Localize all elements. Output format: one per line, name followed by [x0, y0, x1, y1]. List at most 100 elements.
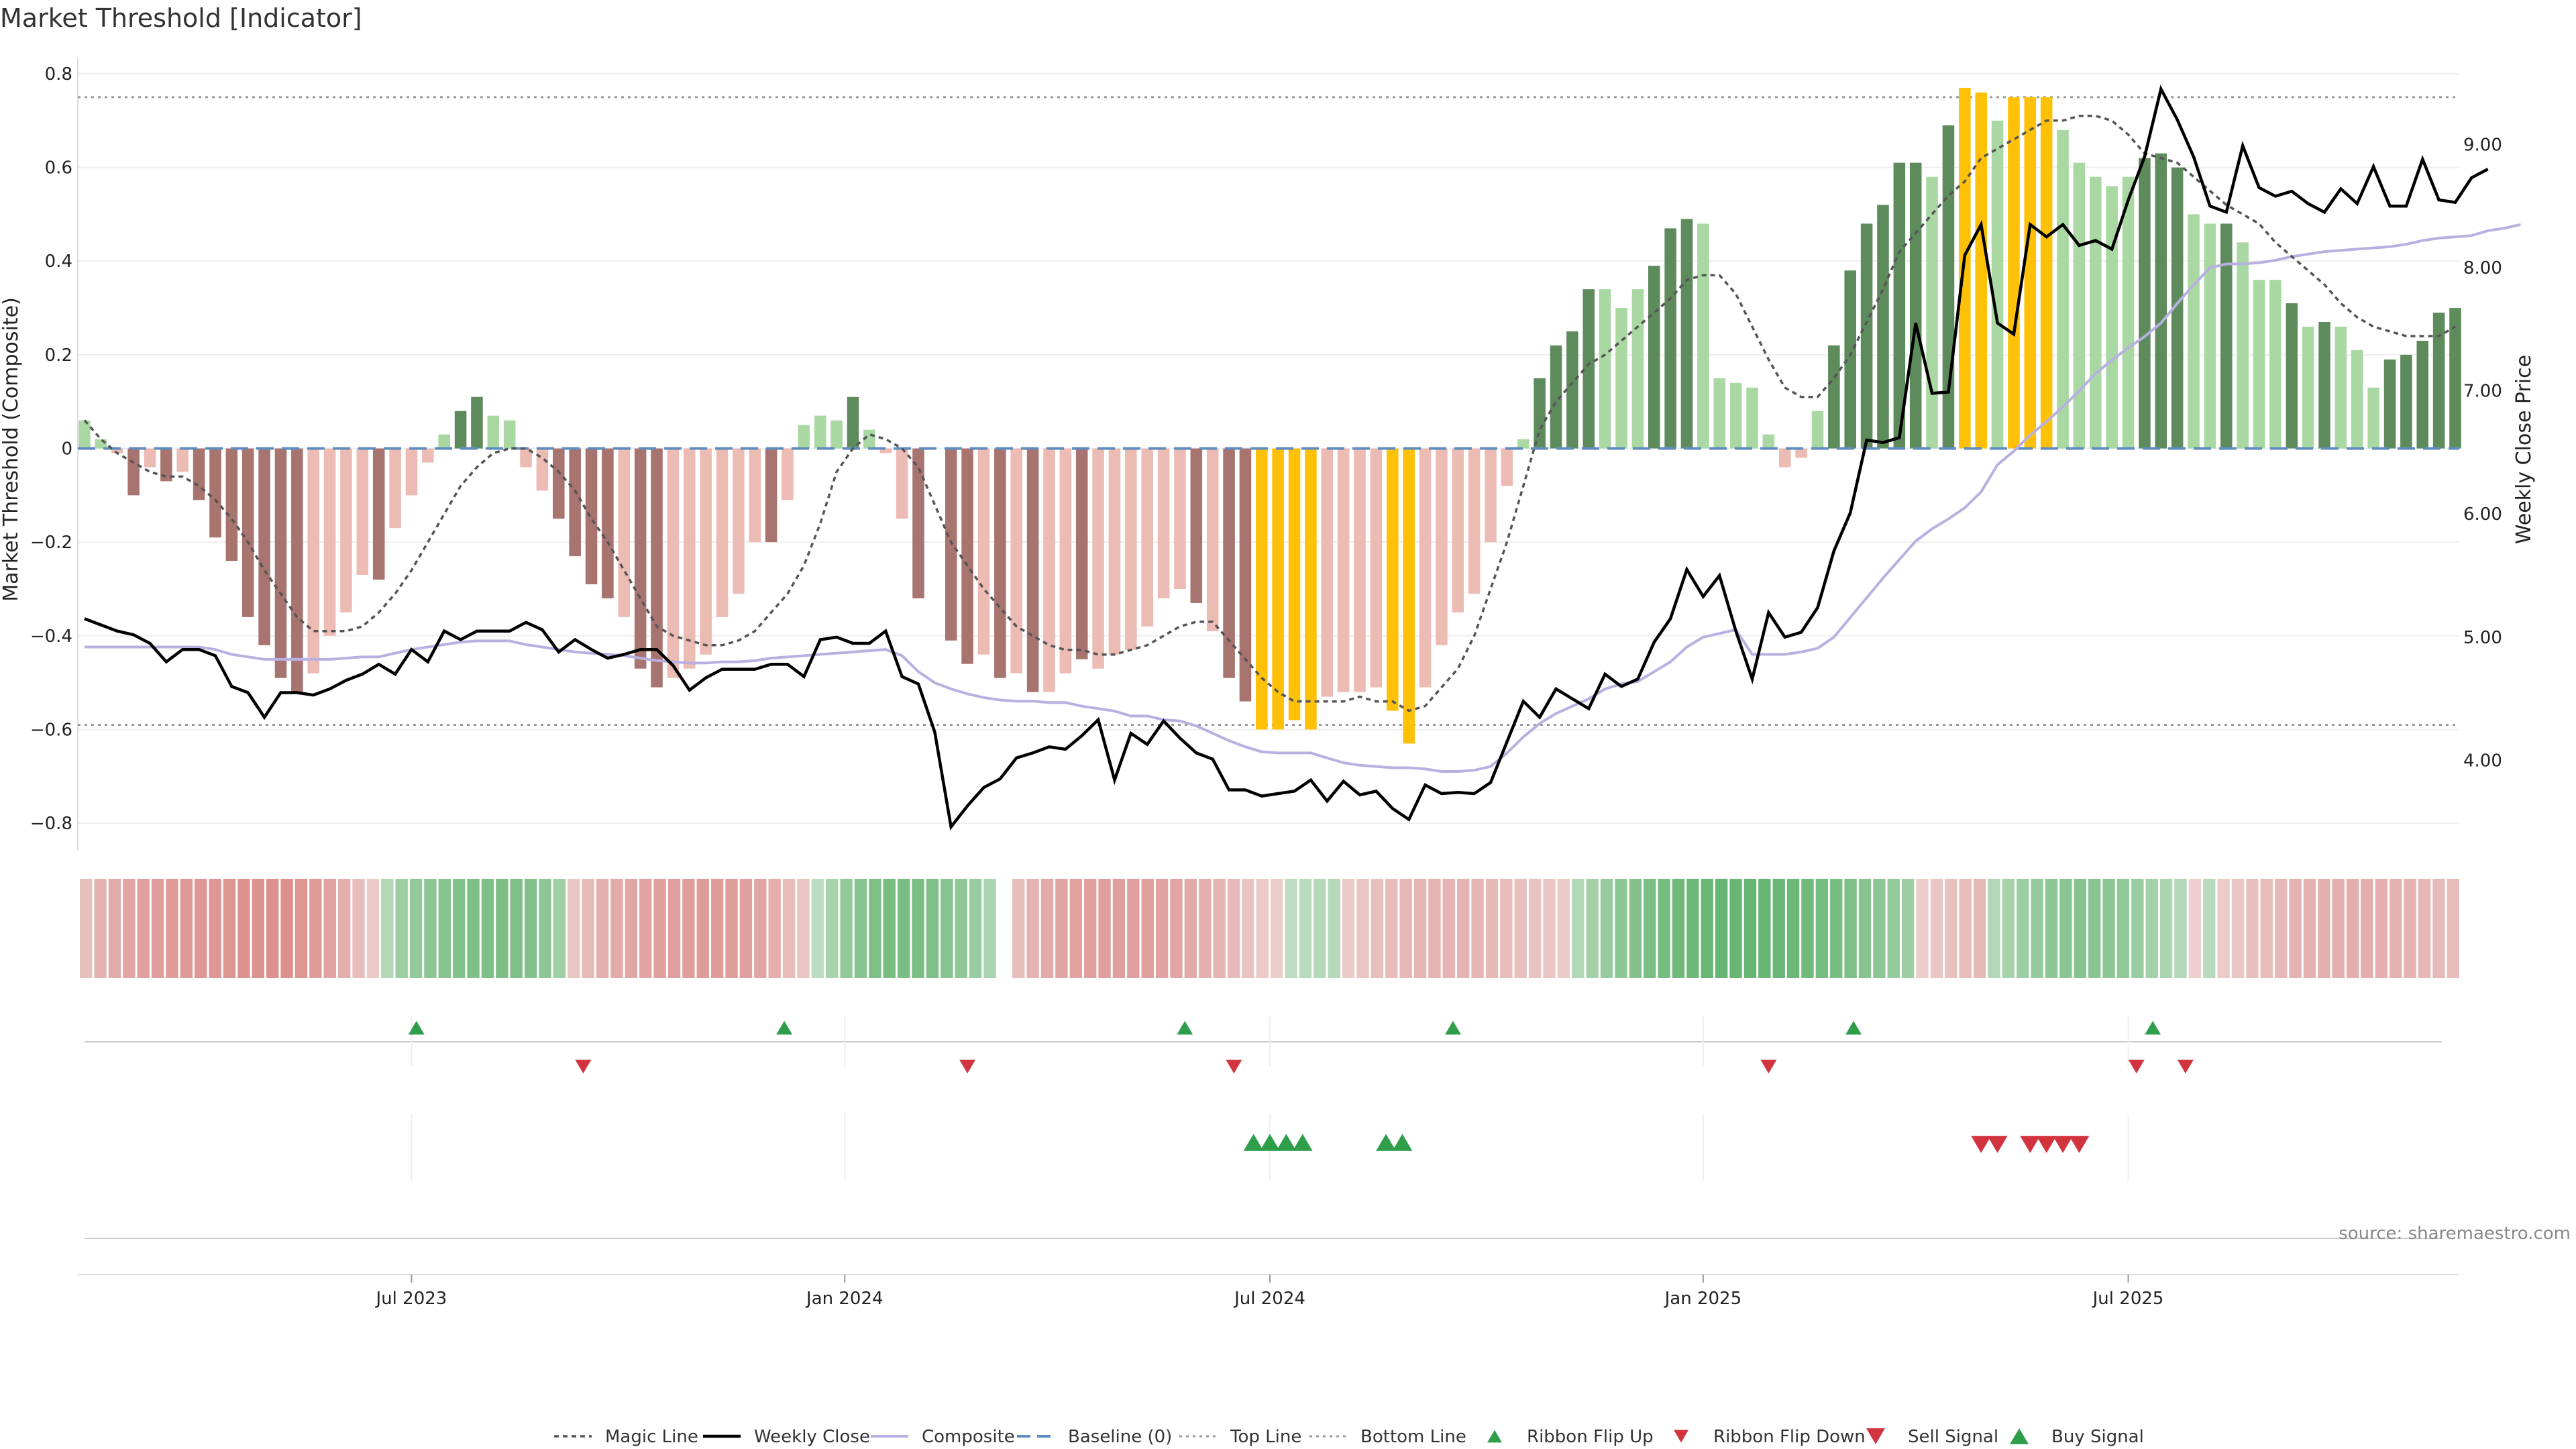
legend-label: Magic Line: [605, 1427, 698, 1447]
ribbon-cell: [1514, 879, 1527, 978]
composite-bar: [651, 448, 663, 688]
composite-bar: [2286, 303, 2298, 449]
ribbon-cell: [1040, 879, 1054, 978]
composite-bar: [1043, 448, 1055, 692]
ribbon-cell: [395, 879, 408, 978]
ribbon-cell: [725, 879, 738, 978]
ribbon-cell: [2432, 879, 2445, 978]
ribbon-cell: [108, 879, 121, 978]
composite-bar: [1125, 448, 1137, 650]
composite-bar: [1387, 448, 1399, 711]
ribbon-cell: [1615, 879, 1627, 978]
ribbon-flip-down-marker: [959, 1059, 976, 1074]
ribbon-cell: [1256, 879, 1269, 978]
ribbon-cell: [1658, 879, 1670, 978]
ribbon-cell: [1012, 879, 1025, 978]
ribbon-cell: [1471, 879, 1484, 978]
composite-bar: [1239, 448, 1252, 702]
composite-bar: [1026, 448, 1039, 692]
composite-bar: [896, 448, 908, 519]
ribbon-cell: [1543, 879, 1556, 978]
composite-bar: [1729, 382, 1742, 449]
composite-bar: [1582, 289, 1595, 449]
buy-signal-marker: [1376, 1134, 1397, 1151]
ribbon-cell: [653, 879, 666, 978]
composite-bar: [1468, 448, 1481, 594]
ribbon-cell: [1600, 879, 1613, 978]
ribbon-cell: [1887, 879, 1900, 978]
composite-bar: [2351, 350, 2363, 449]
legend-swatch-sell: [1866, 1428, 1885, 1444]
composite-bar: [2090, 176, 2102, 449]
sell-signal-marker: [2069, 1136, 2090, 1153]
composite-bar: [2008, 97, 2020, 449]
x-tick-label: Jul 2023: [375, 1289, 447, 1309]
left-axis-label: Market Threshold (Composite): [0, 297, 23, 602]
ribbon-cell: [1083, 879, 1097, 978]
ribbon-cell: [2116, 879, 2130, 978]
ribbon-cell: [1973, 879, 1986, 978]
composite-bar: [1321, 448, 1334, 697]
legend-swatch-buy: [2010, 1428, 2029, 1444]
ribbon-cell: [1385, 879, 1398, 978]
composite-bar: [1403, 448, 1415, 744]
ribbon-cell: [2131, 879, 2144, 978]
ribbon-cell: [1399, 879, 1412, 978]
ribbon-cell: [80, 879, 93, 978]
ribbon-cell: [237, 879, 250, 978]
ribbon-cell: [453, 879, 466, 978]
ribbon-cell: [639, 879, 652, 978]
composite-bar: [1419, 448, 1432, 688]
ribbon-cell: [467, 879, 480, 978]
ribbon-cell: [309, 879, 322, 978]
ribbon-cell: [1844, 879, 1857, 978]
ribbon-cell: [2188, 879, 2202, 978]
composite-bar: [553, 448, 565, 519]
composite-bar: [1778, 448, 1791, 468]
composite-bar: [193, 448, 205, 500]
composite-bar: [1550, 345, 1562, 449]
composite-bar: [176, 448, 189, 472]
ribbon-cell: [826, 879, 839, 978]
composite-bar: [879, 448, 892, 453]
right-tick-label: 7.00: [2463, 382, 2502, 402]
composite-bar: [95, 439, 107, 449]
ribbon-flip-down-marker: [1760, 1059, 1777, 1074]
composite-bar: [569, 448, 581, 557]
ribbon-cell: [1199, 879, 1212, 978]
ribbon-cell: [1413, 879, 1427, 978]
ribbon-cell: [1155, 879, 1169, 978]
composite-bar: [2237, 242, 2249, 449]
ribbon-cell: [1127, 879, 1140, 978]
composite-bar: [1811, 411, 1824, 449]
ribbon-cell: [1729, 879, 1742, 978]
composite-bar: [1305, 448, 1317, 730]
composite-bar: [2449, 308, 2461, 449]
ribbon-cell: [266, 879, 279, 978]
ribbon-flip-down-marker: [1226, 1059, 1242, 1074]
right-tick-label: 8.00: [2463, 258, 2502, 278]
ribbon-cell: [1629, 879, 1642, 978]
ribbon-cell: [897, 879, 910, 978]
composite-bar: [340, 448, 352, 612]
composite-bar: [1354, 448, 1366, 692]
composite-bar: [1795, 448, 1807, 458]
composite-bar: [225, 448, 238, 561]
ribbon-cell: [223, 879, 236, 978]
composite-bar: [471, 396, 483, 449]
composite-bar: [144, 448, 156, 468]
buy-signal-marker: [1260, 1134, 1280, 1151]
x-tick-label: Jul 2024: [1233, 1289, 1305, 1309]
ribbon-flip-up-marker: [1177, 1020, 1193, 1035]
composite-bar: [1680, 219, 1693, 449]
ribbon-cell: [1500, 879, 1513, 978]
ribbon-cell: [2447, 879, 2459, 978]
ribbon-cell: [409, 879, 423, 978]
ribbon-cell: [2059, 879, 2072, 978]
ribbon-cell: [2231, 879, 2245, 978]
composite-bar: [2383, 359, 2396, 449]
ribbon-cell: [1170, 879, 1183, 978]
ribbon-cell: [180, 879, 193, 978]
composite-bar: [78, 420, 91, 449]
composite-bar: [1844, 270, 1856, 449]
